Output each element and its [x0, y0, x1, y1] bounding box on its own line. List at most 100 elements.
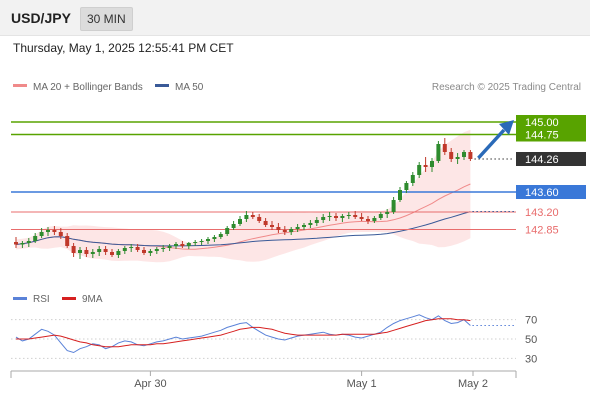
price-legend: MA 20 + Bollinger Bands MA 50: [13, 82, 204, 93]
candle-body-22: [154, 249, 159, 251]
candle-body-23: [161, 248, 166, 249]
support-label-4: 142.85: [525, 225, 559, 237]
candle-body-24: [167, 246, 172, 248]
resistance-tag-1: [516, 127, 586, 142]
rsi-ma-legend-label: 9MA: [82, 294, 103, 305]
time-axis: Apr 30 May 1 May 2: [10, 370, 517, 390]
research-credit: Research © 2025 Trading Central: [432, 82, 581, 93]
candle-body-28: [193, 242, 198, 243]
time-tick-label-1: May 1: [347, 378, 377, 390]
current-price-tag: [516, 152, 586, 166]
candle-body-59: [391, 200, 396, 212]
forecast-arrow-head: [499, 120, 514, 135]
candle-body-21: [148, 251, 153, 253]
candle-body-15: [110, 252, 114, 255]
candle-body-4: [39, 232, 44, 236]
candle-body-33: [225, 228, 230, 234]
candle-body-67: [442, 144, 447, 152]
candle-body-57: [378, 214, 383, 218]
candle-body-60: [398, 190, 402, 200]
rsi-ma-line: [16, 318, 471, 348]
candle-body-48: [321, 217, 326, 220]
resistance-label-1: 144.75: [525, 130, 559, 142]
candle-body-31: [212, 237, 217, 239]
candles: [14, 138, 473, 259]
candle-body-52: [346, 215, 351, 216]
rsi-tick-70: 70: [525, 315, 537, 327]
candle-body-30: [206, 239, 210, 241]
time-tick-label-2: May 2: [458, 378, 488, 390]
chart-header: USD/JPY 30 MIN: [0, 0, 590, 36]
candle-body-36: [244, 215, 249, 219]
candle-body-3: [33, 236, 38, 241]
candle-body-17: [122, 248, 127, 251]
pivot-tag-2: [516, 185, 586, 199]
candle-body-18: [129, 247, 134, 248]
candle-body-55: [366, 219, 370, 221]
candle-body-39: [263, 221, 268, 225]
timeframe-button[interactable]: 30 MIN: [80, 7, 133, 31]
candle-body-25: [174, 244, 178, 246]
rsi-tick-50: 50: [525, 334, 537, 346]
candle-body-26: [180, 244, 185, 246]
candle-body-1: [20, 243, 25, 245]
candle-body-63: [417, 165, 422, 175]
candle-body-6: [52, 230, 57, 232]
candle-body-44: [295, 227, 300, 229]
candle-body-10: [78, 250, 82, 253]
candle-body-12: [90, 252, 95, 254]
pivot-label-2: 143.60: [525, 187, 559, 199]
candle-body-50: [334, 216, 338, 218]
support-label-3: 143.20: [525, 207, 559, 219]
candle-body-32: [218, 234, 223, 237]
ma50-line: [15, 211, 471, 247]
candle-body-27: [186, 243, 191, 246]
chart-overlays: 144.26: [472, 120, 586, 213]
candle-body-16: [116, 251, 121, 255]
rsi-legend-swatch: [13, 297, 27, 300]
ma50-legend-label: MA 50: [175, 82, 204, 93]
candle-body-0: [14, 242, 18, 245]
forecast-arrow-shaft: [477, 128, 506, 160]
rsi-tick-30: 30: [525, 353, 537, 365]
candle-body-65: [430, 161, 434, 167]
ma20-legend-label: MA 20 + Bollinger Bands: [33, 82, 143, 93]
moving-averages: [15, 183, 471, 250]
candle-body-34: [231, 224, 236, 228]
candle-body-40: [270, 225, 274, 227]
candle-body-51: [340, 216, 345, 218]
candle-body-56: [372, 218, 377, 221]
candle-body-68: [449, 152, 454, 159]
candle-body-43: [289, 229, 294, 232]
candle-body-8: [65, 236, 70, 246]
resistance-label-0: 145.00: [525, 117, 559, 129]
candle-body-2: [26, 241, 31, 243]
candle-body-7: [58, 232, 63, 236]
candle-body-54: [359, 217, 364, 219]
rsi-legend-label: RSI: [33, 294, 50, 305]
candle-body-29: [199, 241, 204, 242]
ma50-legend-swatch: [155, 84, 169, 87]
candle-body-70: [462, 152, 466, 157]
candle-body-64: [423, 165, 428, 167]
candle-body-47: [314, 220, 319, 223]
current-price-label: 144.26: [525, 154, 559, 166]
chart-datetime: Thursday, May 1, 2025 12:55:41 PM CET: [13, 41, 234, 55]
candle-body-11: [84, 250, 89, 254]
symbol-label: USD/JPY: [11, 10, 71, 26]
candle-body-53: [353, 215, 358, 217]
candle-body-37: [250, 215, 255, 217]
resistance-tag-0: [516, 115, 586, 129]
candle-body-69: [455, 157, 460, 159]
candle-body-58: [385, 212, 390, 214]
time-tick-label-0: Apr 30: [134, 378, 166, 390]
rsi-legend: RSI 9MA: [13, 294, 103, 305]
candle-body-49: [327, 216, 332, 217]
candle-body-41: [276, 227, 281, 230]
rsi-line: [15, 314, 471, 354]
ma20-legend-swatch: [13, 84, 27, 87]
candle-body-38: [257, 217, 262, 221]
candle-body-45: [302, 225, 306, 227]
